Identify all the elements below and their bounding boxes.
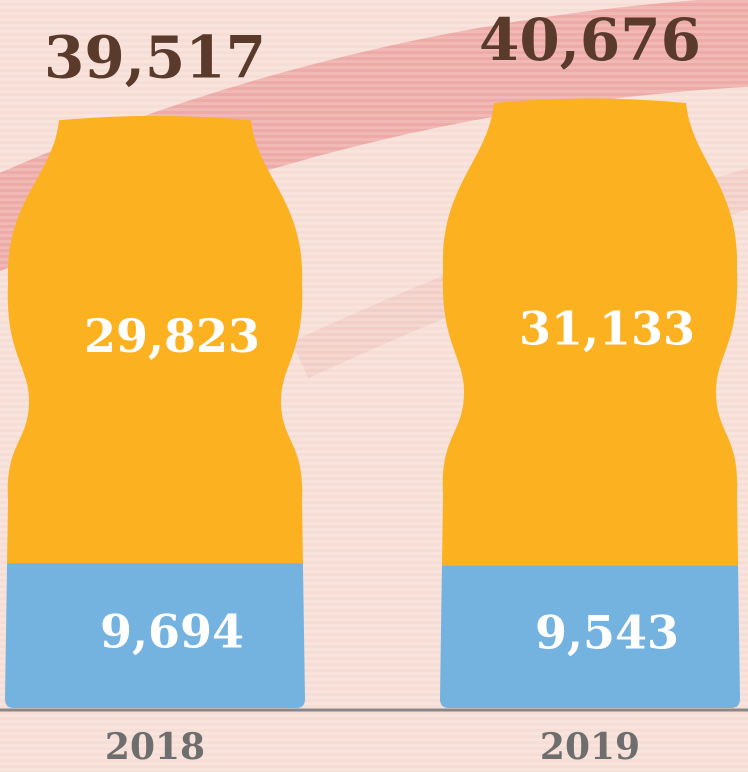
- total-label: 40,676: [479, 6, 701, 74]
- value-label: 9,543: [535, 606, 679, 660]
- chart: 9,694 29,823 39,517 2018 9,543 31,133 40,676 20…: [0, 0, 748, 772]
- total-label: 39,517: [44, 23, 266, 91]
- value-label: 31,133: [519, 302, 695, 356]
- value-label: 9,694: [100, 605, 244, 659]
- x-tick-label: 2019: [540, 726, 640, 768]
- value-label: 29,823: [84, 309, 260, 363]
- x-tick-label: 2018: [105, 726, 205, 768]
